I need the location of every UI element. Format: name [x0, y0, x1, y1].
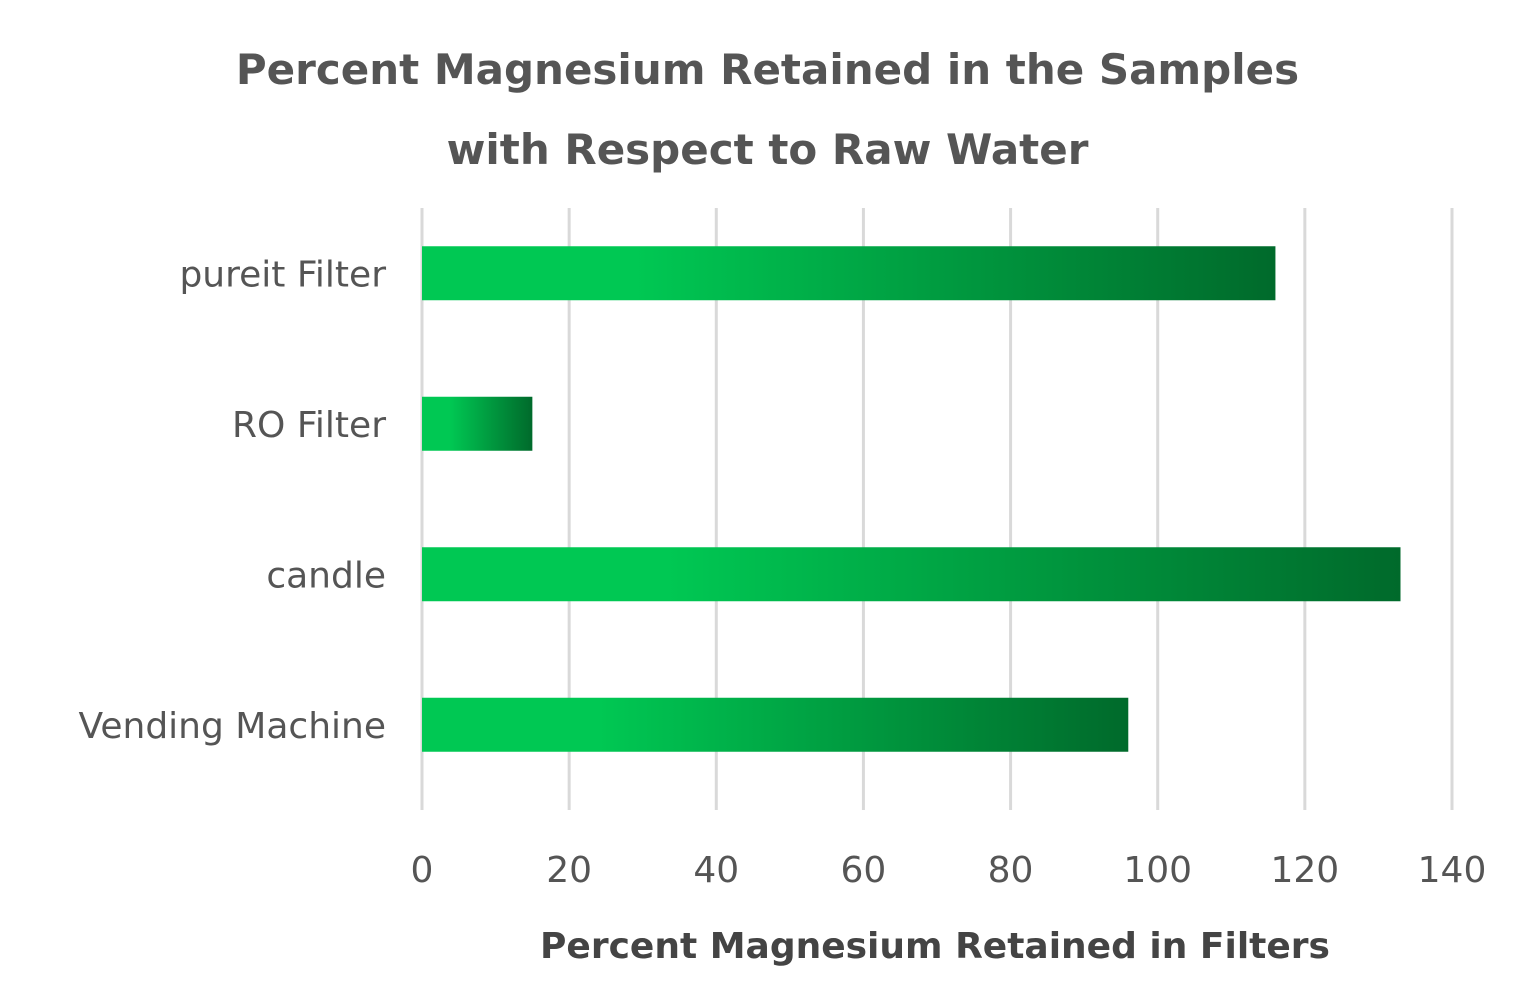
x-tick-label: 120 [1270, 850, 1339, 891]
bars [422, 246, 1401, 752]
bar [422, 246, 1276, 301]
chart-title: Percent Magnesium Retained in the Sample… [0, 30, 1535, 190]
x-tick-label: 80 [988, 850, 1034, 891]
x-tick-label: 140 [1418, 850, 1487, 891]
x-tick-labels: 0 20 40 60 80 100 120 140 [411, 850, 1487, 891]
x-axis-title: Percent Magnesium Retained in Filters [540, 926, 1330, 967]
x-tick-label: 0 [411, 850, 434, 891]
x-tick-label: 60 [841, 850, 887, 891]
x-tick-label: 40 [693, 850, 739, 891]
x-tick-label: 20 [546, 850, 592, 891]
x-tick-label: 100 [1123, 850, 1192, 891]
bar [422, 547, 1401, 602]
category-labels: pureit Filter RO Filter candle Vending Mach… [79, 254, 387, 747]
category-label: pureit Filter [179, 254, 386, 295]
category-label: candle [266, 555, 386, 596]
category-label: Vending Machine [79, 706, 386, 747]
bar [422, 396, 533, 451]
category-label: RO Filter [232, 405, 386, 446]
bar [422, 697, 1129, 752]
chart-title-line-2: with Respect to Raw Water [446, 125, 1089, 174]
chart-title-line-1: Percent Magnesium Retained in the Sample… [235, 45, 1300, 94]
